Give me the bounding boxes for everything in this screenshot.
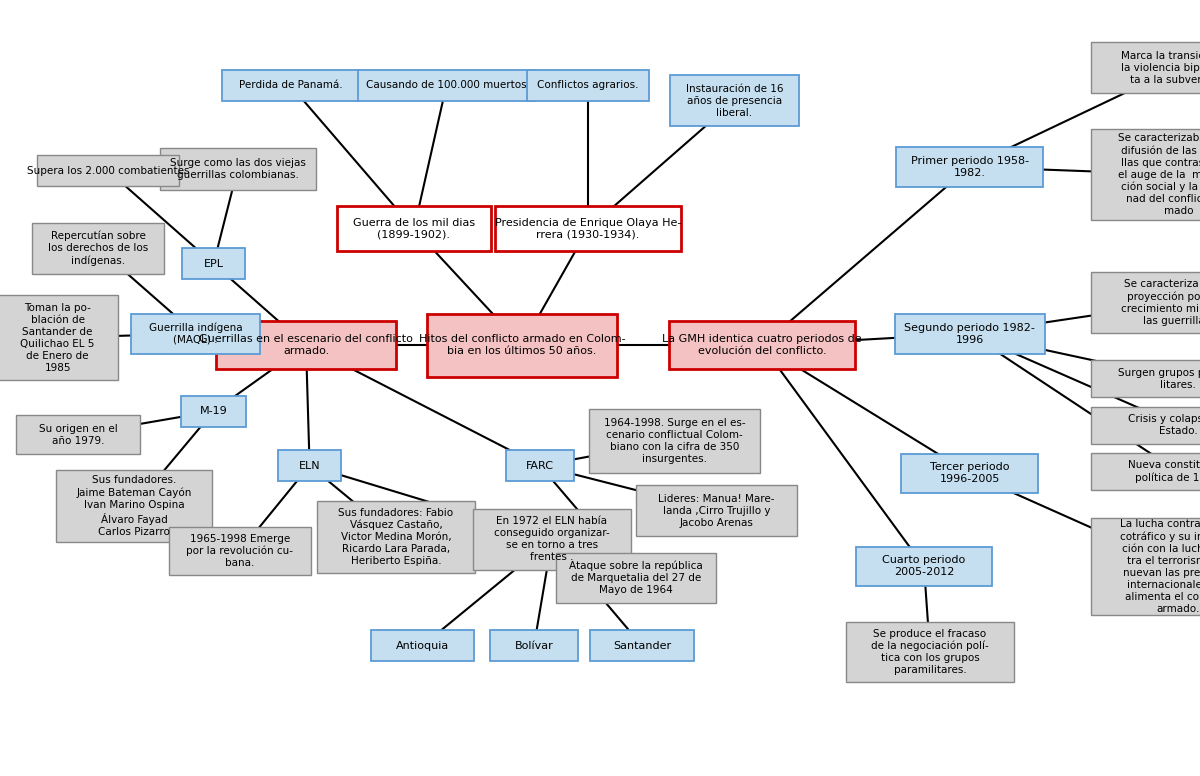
FancyBboxPatch shape xyxy=(896,147,1043,187)
FancyBboxPatch shape xyxy=(317,501,475,573)
Text: Surgen grupos parami-
litares.: Surgen grupos parami- litares. xyxy=(1118,368,1200,390)
Text: 1965-1998 Emerge
por la revolución cu-
bana.: 1965-1998 Emerge por la revolución cu- b… xyxy=(186,534,294,568)
FancyBboxPatch shape xyxy=(1091,518,1200,615)
FancyBboxPatch shape xyxy=(895,314,1045,354)
FancyBboxPatch shape xyxy=(160,148,316,190)
Text: Causando de 100.000 muertos: Causando de 100.000 muertos xyxy=(366,81,527,90)
FancyBboxPatch shape xyxy=(901,454,1038,493)
Text: Nueva constitución
política de 1991.: Nueva constitución política de 1991. xyxy=(1128,460,1200,483)
Text: Sus fundadores.
Jaime Bateman Cayón
Ivan Marino Ospina
Álvaro Fayad
Carlos Pizar: Sus fundadores. Jaime Bateman Cayón Ivan… xyxy=(77,476,192,536)
Text: La lucha contra el nar-
cotráfico y su imbrica-
ción con la lucha con-
tra el te: La lucha contra el nar- cotráfico y su i… xyxy=(1120,519,1200,614)
Text: Cuarto periodo
2005-2012: Cuarto periodo 2005-2012 xyxy=(882,556,966,577)
Text: Segundo periodo 1982-
1996: Segundo periodo 1982- 1996 xyxy=(904,323,1036,345)
FancyBboxPatch shape xyxy=(490,630,578,661)
FancyBboxPatch shape xyxy=(527,70,649,101)
Text: Tercer periodo
1996-2005: Tercer periodo 1996-2005 xyxy=(930,462,1009,484)
FancyBboxPatch shape xyxy=(358,70,535,101)
Text: Hitos del conflicto armado en Colom-
bia en los últimos 50 años.: Hitos del conflicto armado en Colom- bia… xyxy=(419,334,625,356)
FancyBboxPatch shape xyxy=(181,396,246,427)
Text: Surge como las dos viejas
guerrillas colombianas.: Surge como las dos viejas guerrillas col… xyxy=(169,158,306,180)
FancyBboxPatch shape xyxy=(636,486,797,536)
Text: Su origen en el
año 1979.: Su origen en el año 1979. xyxy=(38,424,118,445)
Text: ELN: ELN xyxy=(299,461,320,470)
Text: Guerrillas en el escenario del conflicto
armado.: Guerrillas en el escenario del conflicto… xyxy=(199,334,413,356)
Text: Lideres: Manua! Mare-
landa ,Cirro Trujillo y
Jacobo Arenas: Lideres: Manua! Mare- landa ,Cirro Truji… xyxy=(658,494,775,528)
Text: Instauración de 16
años de presencia
liberal.: Instauración de 16 años de presencia lib… xyxy=(685,84,784,118)
Text: Santander: Santander xyxy=(613,641,671,650)
Text: Se produce el fracaso
de la negociación polí-
tica con los grupos
paramilitares.: Se produce el fracaso de la negociación … xyxy=(871,629,989,675)
FancyBboxPatch shape xyxy=(371,630,474,661)
Text: FARC: FARC xyxy=(526,461,554,470)
FancyBboxPatch shape xyxy=(278,450,341,481)
FancyBboxPatch shape xyxy=(37,155,179,186)
Text: 1964-1998. Surge en el es-
cenario conflictual Colom-
biano con la cifra de 350
: 1964-1998. Surge en el es- cenario confl… xyxy=(604,417,745,464)
FancyBboxPatch shape xyxy=(590,630,694,661)
FancyBboxPatch shape xyxy=(1091,129,1200,220)
Text: Marca la transición de
la violencia bipartidis-
ta a la subversiva.: Marca la transición de la violencia bipa… xyxy=(1121,50,1200,85)
FancyBboxPatch shape xyxy=(337,206,491,251)
Text: Presidencia de Enrique Olaya He-
rrera (1930-1934).: Presidencia de Enrique Olaya He- rrera (… xyxy=(494,218,682,240)
Text: Sus fundadores: Fabio
Vásquez Castaño,
Victor Medina Morón,
Ricardo Lara Parada,: Sus fundadores: Fabio Vásquez Castaño, V… xyxy=(338,508,454,566)
Text: Primer periodo 1958-
1982.: Primer periodo 1958- 1982. xyxy=(911,156,1028,178)
FancyBboxPatch shape xyxy=(1091,43,1200,92)
FancyBboxPatch shape xyxy=(670,75,799,126)
FancyBboxPatch shape xyxy=(856,547,992,586)
FancyBboxPatch shape xyxy=(1091,407,1200,444)
Text: EPL: EPL xyxy=(204,259,223,268)
FancyBboxPatch shape xyxy=(427,314,617,377)
Text: M-19: M-19 xyxy=(199,407,228,416)
Text: Crisis y colapso del
Estado.: Crisis y colapso del Estado. xyxy=(1128,414,1200,436)
Text: Bolívar: Bolívar xyxy=(515,641,553,650)
FancyBboxPatch shape xyxy=(1091,360,1200,397)
FancyBboxPatch shape xyxy=(556,553,716,604)
Text: Toman la po-
blación de
Santander de
Quilichao EL 5
de Enero de
1985: Toman la po- blación de Santander de Qui… xyxy=(20,303,95,372)
FancyBboxPatch shape xyxy=(1091,453,1200,490)
Text: Se caracterizaba por la
difusión de las guerri-
llas que contrasta con
el auge d: Se caracterizaba por la difusión de las … xyxy=(1117,133,1200,217)
Text: Perdida de Panamá.: Perdida de Panamá. xyxy=(239,81,342,90)
FancyBboxPatch shape xyxy=(670,321,854,369)
FancyBboxPatch shape xyxy=(496,206,682,251)
FancyBboxPatch shape xyxy=(473,509,631,570)
FancyBboxPatch shape xyxy=(0,295,118,380)
Text: La GMH identica cuatro periodos de
evolución del conflicto.: La GMH identica cuatro periodos de evolu… xyxy=(662,334,862,356)
Text: Guerrilla indígena
(MAQL) .: Guerrilla indígena (MAQL) . xyxy=(149,323,242,345)
FancyBboxPatch shape xyxy=(169,527,311,575)
FancyBboxPatch shape xyxy=(589,409,760,473)
Text: Guerra de los mil dias
(1899-1902).: Guerra de los mil dias (1899-1902). xyxy=(353,218,475,240)
FancyBboxPatch shape xyxy=(1091,272,1200,333)
Text: Repercutían sobre
los derechos de los
indígenas.: Repercutían sobre los derechos de los in… xyxy=(48,230,149,266)
Text: Ataque sobre la república
de Marquetalia del 27 de
Mayo de 1964: Ataque sobre la república de Marquetalia… xyxy=(569,561,703,595)
FancyBboxPatch shape xyxy=(32,223,164,273)
FancyBboxPatch shape xyxy=(56,470,212,542)
Text: Se caracteriza por la
proyección política,
crecimiento militar de
las guerrillas: Se caracteriza por la proyección polític… xyxy=(1121,279,1200,326)
FancyBboxPatch shape xyxy=(17,415,139,454)
Text: Antioquia: Antioquia xyxy=(396,641,449,650)
Text: Supera los 2.000 combatientes: Supera los 2.000 combatientes xyxy=(26,166,190,175)
FancyBboxPatch shape xyxy=(131,314,260,354)
Text: Conflictos agrarios.: Conflictos agrarios. xyxy=(538,81,638,90)
FancyBboxPatch shape xyxy=(222,70,359,101)
FancyBboxPatch shape xyxy=(506,450,574,481)
FancyBboxPatch shape xyxy=(182,248,245,279)
Text: En 1972 el ELN había
conseguido organizar-
se en torno a tres
frentes .: En 1972 el ELN había conseguido organiza… xyxy=(494,516,610,563)
FancyBboxPatch shape xyxy=(846,622,1014,682)
FancyBboxPatch shape xyxy=(216,321,396,369)
